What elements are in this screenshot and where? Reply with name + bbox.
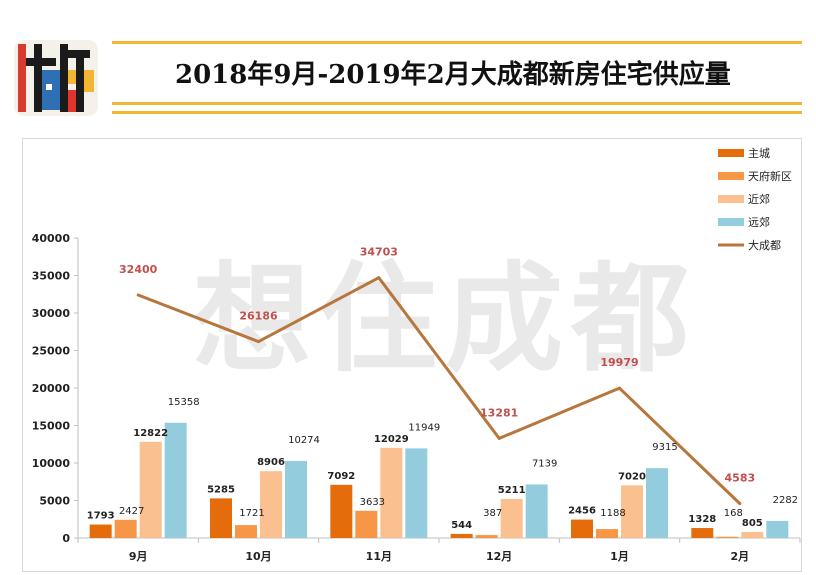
bar <box>405 448 428 538</box>
bar <box>114 519 137 538</box>
bar-data-label: 3633 <box>360 497 385 508</box>
bar-data-label: 544 <box>451 520 472 531</box>
x-tick-label: 11月 <box>366 550 392 563</box>
x-tick-label: 10月 <box>245 550 271 563</box>
header-bottom-rule-2 <box>112 111 802 114</box>
bar-data-label: 7020 <box>618 471 646 482</box>
bar-data-label: 12822 <box>133 428 168 439</box>
total-data-label: 26186 <box>239 310 278 323</box>
legend-label: 远郊 <box>748 216 770 229</box>
bar-data-label: 1793 <box>87 511 115 522</box>
bar-data-label: 10274 <box>288 435 320 446</box>
bar-data-label: 2282 <box>773 495 798 506</box>
bar-data-label: 5285 <box>207 484 235 495</box>
y-tick-label: 0 <box>62 532 70 545</box>
page-title: 2018年9月-2019年2月大成都新房住宅供应量 <box>175 60 731 90</box>
bar <box>621 485 643 538</box>
bar <box>766 520 789 538</box>
bar <box>475 535 498 538</box>
bar <box>646 468 668 538</box>
bar <box>380 447 403 538</box>
legend-swatch <box>718 149 744 157</box>
bar <box>355 510 378 538</box>
bar <box>596 529 618 538</box>
total-data-label: 34703 <box>360 246 398 259</box>
chart-frame <box>22 138 802 572</box>
bar-data-label: 9315 <box>652 442 677 453</box>
header-bottom-rule <box>112 102 802 105</box>
bar-data-label: 5211 <box>498 485 526 496</box>
bar <box>450 533 473 538</box>
bar-data-label: 1188 <box>600 508 625 519</box>
total-data-label: 32400 <box>119 263 158 276</box>
y-tick-label: 5000 <box>39 495 70 508</box>
bar-data-label: 805 <box>742 518 763 529</box>
y-tick-label: 30000 <box>32 307 71 320</box>
bar <box>571 519 593 538</box>
x-tick-label: 12月 <box>486 550 512 563</box>
bar <box>741 531 764 538</box>
x-tick-label: 2月 <box>731 550 750 563</box>
bar-data-label: 15358 <box>168 397 200 408</box>
bar <box>164 422 187 538</box>
legend-label: 大成都 <box>748 238 781 252</box>
watermark: 想住成都 <box>193 250 697 388</box>
y-tick-label: 10000 <box>32 457 71 470</box>
total-series-point <box>497 436 501 440</box>
header-top-rule <box>112 41 802 44</box>
total-series-point <box>377 276 381 280</box>
legend-swatch <box>718 195 744 203</box>
bar <box>525 484 548 538</box>
legend-label: 近郊 <box>748 193 770 206</box>
bar-data-label: 12029 <box>374 434 409 445</box>
y-tick-label: 35000 <box>32 270 71 283</box>
bar <box>260 471 282 538</box>
bar-data-label: 8906 <box>257 457 285 468</box>
bar-data-label: 1328 <box>688 514 716 525</box>
bar <box>330 484 353 538</box>
total-data-label: 13281 <box>480 406 518 419</box>
total-series-point <box>136 293 140 297</box>
bar-data-label: 11949 <box>408 422 440 433</box>
bar <box>210 498 232 538</box>
legend-swatch <box>718 172 744 180</box>
bar <box>89 524 112 538</box>
total-series-line <box>137 276 741 505</box>
legend-swatch <box>718 218 744 226</box>
bar <box>716 536 739 538</box>
legend-label: 天府新区 <box>748 169 792 183</box>
total-series-point <box>738 502 742 506</box>
bar <box>500 498 523 538</box>
bar-data-label: 387 <box>483 508 502 519</box>
total-series-point <box>618 386 621 390</box>
bar-data-label: 7092 <box>327 471 355 482</box>
y-tick-label: 15000 <box>32 420 71 433</box>
bar <box>235 525 257 538</box>
bar-data-label: 2456 <box>568 506 596 517</box>
x-tick-label: 1月 <box>610 550 629 563</box>
y-tick-label: 25000 <box>32 345 71 358</box>
bar-data-label: 7139 <box>532 458 557 469</box>
bar-data-label: 2427 <box>119 506 144 517</box>
brand-logo <box>14 40 98 116</box>
y-tick-label: 20000 <box>32 382 71 395</box>
total-data-label: 19979 <box>600 356 638 369</box>
total-data-label: 4583 <box>725 472 756 485</box>
bar <box>691 528 714 538</box>
legend-label: 主城 <box>748 147 770 160</box>
bar <box>139 441 162 538</box>
bar-data-label: 1721 <box>239 508 264 519</box>
bar-data-label: 168 <box>724 508 743 519</box>
bar <box>285 460 307 538</box>
x-tick-label: 9月 <box>129 550 148 563</box>
total-series-point <box>257 340 260 344</box>
y-tick-label: 40000 <box>32 232 71 245</box>
